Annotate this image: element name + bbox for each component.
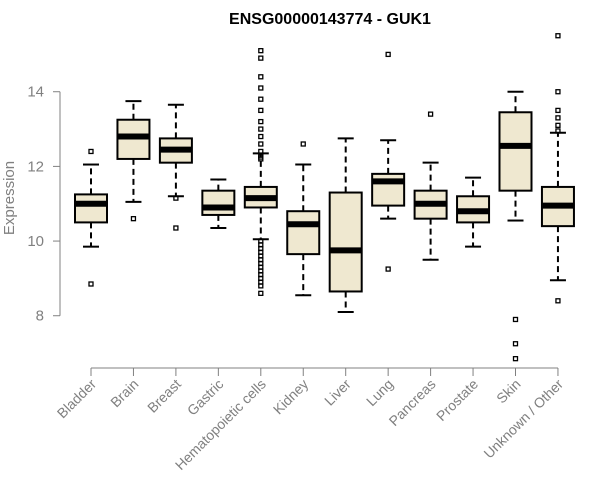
x-tick-label: Skin xyxy=(493,376,524,407)
outlier-point xyxy=(130,216,137,222)
box xyxy=(201,189,236,216)
outlier-point xyxy=(88,148,94,155)
outlier-point xyxy=(427,111,434,117)
box-group xyxy=(158,103,193,231)
outlier-point xyxy=(512,341,519,347)
x-tick-label: Bladder xyxy=(54,376,100,422)
outlier-point xyxy=(258,126,264,132)
outlier-point xyxy=(258,283,264,289)
chart-title: ENSG00000143774 - GUK1 xyxy=(229,11,431,28)
outlier-point xyxy=(555,298,561,304)
box-group xyxy=(74,148,108,287)
outlier-point xyxy=(258,133,264,140)
box-group xyxy=(413,111,448,261)
x-tick-label: Pancreas xyxy=(386,376,439,429)
x-tick-label: Breast xyxy=(144,376,184,416)
box-group xyxy=(371,51,406,272)
x-tick-label: Brain xyxy=(107,376,141,410)
outlier-point xyxy=(555,115,561,121)
outlier-point xyxy=(258,48,264,54)
box-group xyxy=(116,100,151,222)
outlier-point xyxy=(258,290,264,296)
outlier-point xyxy=(258,118,264,125)
outlier-point xyxy=(258,156,264,162)
x-tick-label: Liver xyxy=(321,376,354,409)
box-group xyxy=(328,137,363,313)
y-tick-label: 14 xyxy=(27,84,44,101)
y-axis: 8 10 12 14 xyxy=(27,84,61,325)
outlier-point xyxy=(512,356,519,362)
x-tick-label: Prostate xyxy=(433,376,481,424)
y-tick-label: 8 xyxy=(36,308,44,325)
outlier-point xyxy=(173,195,179,201)
outlier-point xyxy=(512,316,519,323)
outlier-point xyxy=(258,107,264,114)
box xyxy=(498,111,533,192)
box-group xyxy=(201,178,236,229)
outlier-point xyxy=(258,96,264,102)
outlier-point xyxy=(258,55,264,61)
box xyxy=(74,193,108,224)
outlier-point xyxy=(555,122,561,128)
outlier-point xyxy=(385,51,391,58)
y-tick-label: 12 xyxy=(27,158,44,175)
x-tick-label: Lung xyxy=(363,376,396,409)
box-group xyxy=(498,90,533,362)
box xyxy=(286,210,321,256)
box-group xyxy=(456,176,491,248)
x-tick-label: Unknown / Other xyxy=(480,376,566,462)
outlier-point xyxy=(258,74,264,80)
outlier-point xyxy=(555,128,561,134)
y-axis-label: Expression xyxy=(1,161,18,235)
box xyxy=(328,191,363,293)
outlier-point xyxy=(385,266,391,272)
outlier-point xyxy=(555,89,561,95)
outlier-point xyxy=(555,107,561,114)
y-tick-label: 10 xyxy=(27,233,44,250)
outlier-point xyxy=(88,281,94,287)
box-group xyxy=(540,33,575,304)
outlier-point xyxy=(300,141,306,147)
box-group xyxy=(243,48,278,296)
outlier-point xyxy=(555,33,561,39)
box-group xyxy=(286,141,321,297)
plot-area xyxy=(74,33,575,362)
outlier-point xyxy=(258,85,264,91)
outlier-point xyxy=(173,225,179,231)
x-tick-label: Kidney xyxy=(270,376,312,418)
outlier-point xyxy=(258,141,264,147)
